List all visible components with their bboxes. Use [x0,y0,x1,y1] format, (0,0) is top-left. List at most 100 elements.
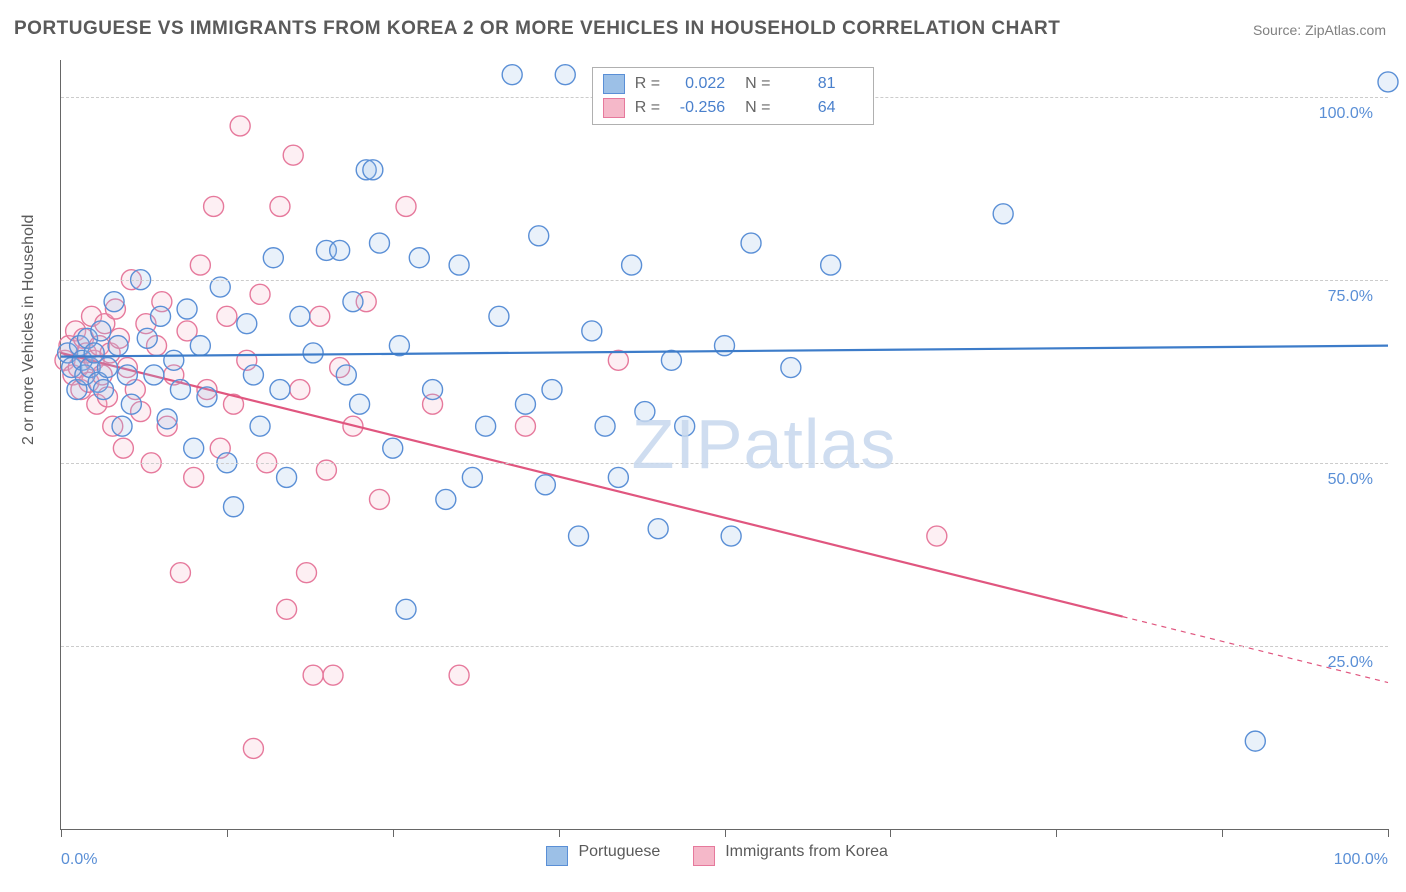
legend-N-value: 64 [780,99,835,117]
data-point [555,65,575,85]
data-point [250,416,270,436]
legend-label-1: Portuguese [578,843,660,860]
data-point [449,665,469,685]
data-point [383,438,403,458]
data-point [715,336,735,356]
data-point [177,299,197,319]
data-point [270,380,290,400]
y-tick-label: 100.0% [1319,105,1373,123]
x-tick [1388,829,1389,837]
data-point [237,314,257,334]
chart-title: PORTUGUESE VS IMMIGRANTS FROM KOREA 2 OR… [14,18,1060,40]
data-point [270,196,290,216]
x-tick [61,829,62,837]
data-point [396,599,416,619]
data-point [184,467,204,487]
data-point [781,358,801,378]
x-tick [393,829,394,837]
data-point [542,380,562,400]
y-tick-label: 75.0% [1328,288,1373,306]
data-point [243,365,263,385]
data-point [303,665,323,685]
data-point [330,240,350,260]
y-axis-label: 2 or more Vehicles in Household [20,215,38,445]
data-point [582,321,602,341]
data-point [144,365,164,385]
x-tick [890,829,891,837]
data-point [104,292,124,312]
data-point [515,416,535,436]
data-point [164,350,184,370]
data-point [1245,731,1265,751]
data-point [290,306,310,326]
legend-N-value: 81 [780,75,835,93]
y-tick-label: 50.0% [1328,471,1373,489]
data-point [230,116,250,136]
data-point [1378,72,1398,92]
data-point [535,475,555,495]
data-point [121,394,141,414]
data-point [648,519,668,539]
data-point [290,380,310,400]
plot-area: 25.0%50.0%75.0%100.0%0.0%100.0%ZIPatlasR… [60,60,1388,830]
data-point [462,467,482,487]
x-tick [725,829,726,837]
data-point [170,563,190,583]
data-point [117,365,137,385]
data-point [449,255,469,275]
data-point [204,196,224,216]
data-point [336,365,356,385]
x-tick [559,829,560,837]
data-point [821,255,841,275]
data-point [243,738,263,758]
legend-stats: R =0.022N =81R =-0.256N =64 [592,67,874,125]
data-point [170,380,190,400]
data-point [93,380,113,400]
data-point [250,284,270,304]
data-point [993,204,1013,224]
data-point [608,467,628,487]
legend-stats-row: R =0.022N =81 [603,72,863,96]
legend-swatch [603,98,625,118]
data-point [303,343,323,363]
data-point [310,306,330,326]
data-point [184,438,204,458]
data-point [190,255,210,275]
data-point [224,497,244,517]
legend-label-2: Immigrants from Korea [725,843,888,860]
data-point [515,394,535,414]
data-point [97,358,117,378]
legend-R-label: R = [635,75,660,93]
x-tick [1222,829,1223,837]
data-point [423,380,443,400]
data-point [277,467,297,487]
data-point [296,563,316,583]
source-label: Source: ZipAtlas.com [1253,22,1386,38]
data-point [151,306,171,326]
data-point [277,599,297,619]
data-point [91,321,111,341]
data-point [529,226,549,246]
data-point [489,306,509,326]
legend-swatch-2 [693,846,715,866]
x-tick [1056,829,1057,837]
gridline [61,280,1388,281]
x-tick [227,829,228,837]
data-point [389,336,409,356]
legend-stats-row: R = -0.256 N = 64 [603,96,863,120]
regression-line-extrapolated [1123,617,1388,683]
legend-N-label: N = [745,75,770,93]
legend-R-label: R = [635,99,660,117]
legend-N-label: N = [745,99,770,117]
scatter-svg [61,60,1388,829]
data-point [369,489,389,509]
data-point [157,409,177,429]
data-point [569,526,589,546]
data-point [635,402,655,422]
data-point [323,665,343,685]
legend-R-value: -0.256 [670,99,725,117]
data-point [283,145,303,165]
data-point [721,526,741,546]
data-point [622,255,642,275]
data-point [476,416,496,436]
